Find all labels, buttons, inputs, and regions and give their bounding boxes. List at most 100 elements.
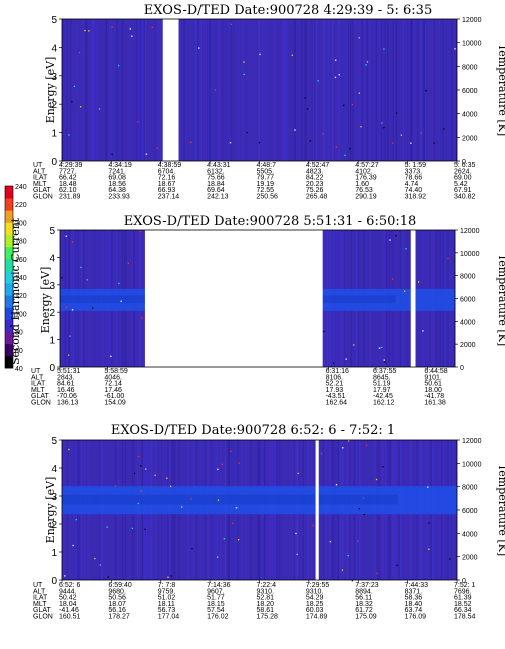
ephemeris-value: 18.25 xyxy=(306,601,324,608)
panel-2-y2label: Temperature [K] xyxy=(496,254,505,346)
ephemeris-value: 51.77 xyxy=(207,595,225,602)
colorbar-segment xyxy=(5,258,13,272)
speckle xyxy=(110,355,112,358)
speckle xyxy=(137,502,139,505)
texture-stripe xyxy=(364,19,366,161)
colorbar-tick-label: 100 xyxy=(15,311,27,318)
ephemeris-value: 5:58:59 xyxy=(104,368,127,375)
texture-stripe xyxy=(384,19,386,161)
speckle xyxy=(395,112,398,114)
y2-tick-label: 10000 xyxy=(462,461,482,468)
ephemeris-value: 18.00 xyxy=(424,387,442,394)
speckle xyxy=(400,134,403,136)
ephemeris-value: 8894. xyxy=(355,588,373,595)
y2-tick-label: 2000 xyxy=(462,135,478,142)
data-gap xyxy=(410,230,416,368)
speckle xyxy=(214,89,217,91)
texture-stripe xyxy=(324,19,326,161)
ephemeris-value: 66.34 xyxy=(454,607,472,614)
colorbar-tick-label: 160 xyxy=(15,257,27,264)
spectrogram-speckles xyxy=(64,440,451,582)
speckle xyxy=(297,472,299,475)
texture-stripe xyxy=(333,19,335,161)
texture-stripe xyxy=(113,19,115,161)
ephemeris-value: 9759. xyxy=(158,588,176,595)
texture-stripe xyxy=(82,19,84,161)
colorbar-segment xyxy=(5,270,13,284)
speckle xyxy=(392,142,394,144)
texture-stripe xyxy=(141,19,144,161)
ephemeris-value: 136.13 xyxy=(57,400,79,407)
ephemeris-value: 72.55 xyxy=(257,187,275,194)
data-gap xyxy=(315,440,319,581)
speckle xyxy=(65,306,68,309)
speckle xyxy=(358,37,360,39)
texture-stripe xyxy=(350,19,352,161)
speckle xyxy=(235,507,238,509)
speckle xyxy=(156,147,158,149)
ephemeris-value: 18.15 xyxy=(207,601,225,608)
data-gap xyxy=(144,230,323,368)
y-tick-label: 5 xyxy=(49,226,55,237)
speckle xyxy=(403,290,406,292)
ephemeris-value: 18.67 xyxy=(158,181,176,188)
texture-stripe xyxy=(440,19,442,161)
texture-stripe xyxy=(225,19,227,161)
ephemeris-value: 6:31:16 xyxy=(326,368,349,375)
ephemeris-row-label: MLT xyxy=(33,181,47,188)
speckle xyxy=(243,61,245,63)
ephemeris-value: 16.46 xyxy=(57,387,75,394)
ephemeris-row-label: UT xyxy=(33,582,43,589)
ephemeris-value: 5:51:31 xyxy=(57,368,80,375)
texture-stripe xyxy=(349,19,352,161)
ephemeris-value: 18.52 xyxy=(454,601,472,608)
speckle xyxy=(71,101,73,103)
speckle xyxy=(78,51,81,54)
speckle xyxy=(351,103,354,106)
texture-stripe xyxy=(323,19,325,161)
ephemeris-value: 7:29:55 xyxy=(306,582,329,589)
speckle xyxy=(229,142,232,144)
speckle xyxy=(138,455,140,458)
ephemeris-value: 4:48:7 xyxy=(257,162,277,169)
ephemeris-value: 18.56 xyxy=(108,181,126,188)
speckle xyxy=(335,484,338,486)
colorbar-segment xyxy=(5,319,13,332)
y2-tick-label: 12000 xyxy=(462,438,482,445)
speckle xyxy=(351,579,354,582)
ephemeris-value: 1.60 xyxy=(355,181,369,188)
texture-stripe xyxy=(273,19,275,161)
ephemeris-value: 51.19 xyxy=(373,381,391,388)
texture-stripe xyxy=(424,19,426,161)
ephemeris-value: 18.11 xyxy=(158,601,175,608)
speckle xyxy=(238,462,240,464)
ephemeris-row-label: ILAT xyxy=(33,175,48,182)
y-tick-label: 4 xyxy=(51,464,57,475)
y-tick-label: 5 xyxy=(51,436,57,447)
y-tick-label: 1 xyxy=(51,129,57,140)
speckle xyxy=(243,73,245,76)
ephemeris-value: 62.10 xyxy=(59,187,77,194)
ephemeris-value: 52.81 xyxy=(257,595,275,602)
speckle xyxy=(114,485,117,487)
texture-stripe xyxy=(347,19,350,161)
ephemeris-value: 233.93 xyxy=(108,194,130,201)
texture-stripe xyxy=(206,19,208,161)
ephemeris-row-label: UT xyxy=(33,162,43,169)
texture-stripe xyxy=(417,19,419,161)
ephemeris-value: 4:38:59 xyxy=(158,162,181,169)
texture-stripe xyxy=(225,19,227,161)
ephemeris-value: 17.97 xyxy=(373,387,391,394)
texture-stripe xyxy=(454,19,456,161)
texture-stripe xyxy=(238,19,240,161)
speckle xyxy=(363,513,365,516)
speckle xyxy=(348,440,350,442)
ephemeris-value: 72.14 xyxy=(104,381,122,388)
speckle xyxy=(383,127,385,129)
ephemeris-value: 66.42 xyxy=(59,175,77,182)
ephemeris-value: 177.04 xyxy=(158,614,180,621)
ephemeris-value: 54.29 xyxy=(306,595,324,602)
texture-stripe xyxy=(369,19,371,161)
speckle xyxy=(312,524,314,527)
speckle xyxy=(145,153,148,155)
